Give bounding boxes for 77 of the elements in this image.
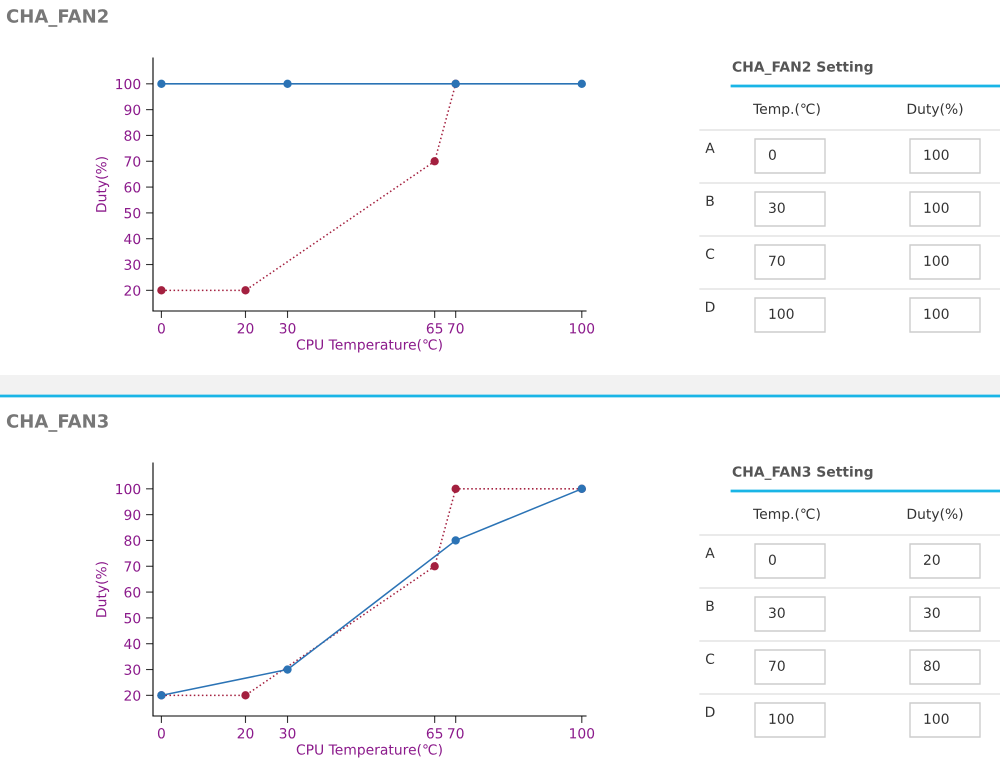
category-label: B [706,600,714,611]
series-label: Temp.(℃) [753,103,820,117]
y-tick-label: 30 [124,260,140,270]
data-label: 0 [768,150,776,160]
y-axis-title: Duty(%) [96,562,110,617]
text: CHA_FAN2 Setting [732,61,872,75]
y-tick-label: 20 [124,285,140,296]
y-tick-label: 70 [124,561,140,572]
point [283,80,292,88]
y-tick-label: 50 [124,208,140,218]
data-label: 100 [770,308,794,320]
x-tick-label: 100 [570,323,594,334]
y-tick-label: 80 [124,130,140,141]
y-tick-label: 100 [116,484,140,494]
x-tick-label: 100 [570,728,594,739]
y-tick-label: 20 [124,690,140,701]
data-label: 30 [924,608,940,618]
y-tick-label: 100 [116,78,140,90]
series-label: Duty(%) [908,103,962,117]
chart-title: CHA_FAN3 [6,414,108,432]
point [430,157,439,166]
y-tick-label: 40 [124,234,140,244]
point [241,286,250,295]
x-tick-label: 70 [448,323,464,334]
y-tick-label: 50 [124,612,140,624]
data-label: 100 [924,308,949,320]
x-axis-title: CPU Temperature(℃) [296,339,442,352]
category-label: D [706,706,715,717]
data-label: 80 [924,660,940,672]
category-label: B [706,196,714,206]
point [430,562,439,570]
series-label: Temp.(℃) [753,508,820,522]
chart-title: CHA_FAN2 [6,9,108,27]
point [157,286,166,295]
point [452,536,460,545]
category-label: C [706,248,714,260]
data-label: 0 [768,554,776,566]
category-label: C [706,654,714,664]
data-label: 100 [924,150,949,160]
y-axis-title: Duty(%) [96,157,110,212]
data-label: 100 [770,714,794,724]
category-label: D [706,302,715,312]
x-tick-label: 20 [238,728,254,739]
data-label: 100 [924,714,949,724]
data-label: 100 [924,202,949,214]
x-axis-title: CPU Temperature(℃) [296,744,442,758]
point [283,665,292,674]
point [157,80,166,88]
x-tick-label: 30 [280,323,296,334]
category-label: A [705,548,715,558]
y-tick-label: 40 [124,638,140,650]
point [241,691,250,700]
category-label: A [705,142,715,153]
x-tick-label: 70 [448,728,464,739]
data-label: 20 [924,554,940,566]
text: CHA_FAN3 Setting [732,466,872,480]
x-tick-label: 20 [238,323,254,334]
data-label: 30 [769,608,785,618]
x-tick-label: 65 [426,323,442,334]
y-tick-label: 90 [124,510,140,520]
y-tick-label: 90 [124,104,140,116]
y-tick-label: 30 [124,664,140,676]
point [452,484,460,493]
point [578,80,586,88]
x-tick-label: 30 [280,728,296,739]
x-tick-label: 0 [158,323,165,334]
y-tick-label: 60 [124,587,140,598]
x-tick-label: 0 [158,728,165,739]
series-label: Duty(%) [908,508,962,522]
data-label: 70 [769,660,785,672]
data-label: 30 [769,202,785,214]
data-label: 100 [924,256,949,266]
data-label: 70 [769,256,785,266]
y-tick-label: 80 [124,535,140,546]
y-tick-label: 70 [124,156,140,167]
x-tick-label: 65 [426,728,442,739]
y-tick-label: 60 [124,182,140,193]
